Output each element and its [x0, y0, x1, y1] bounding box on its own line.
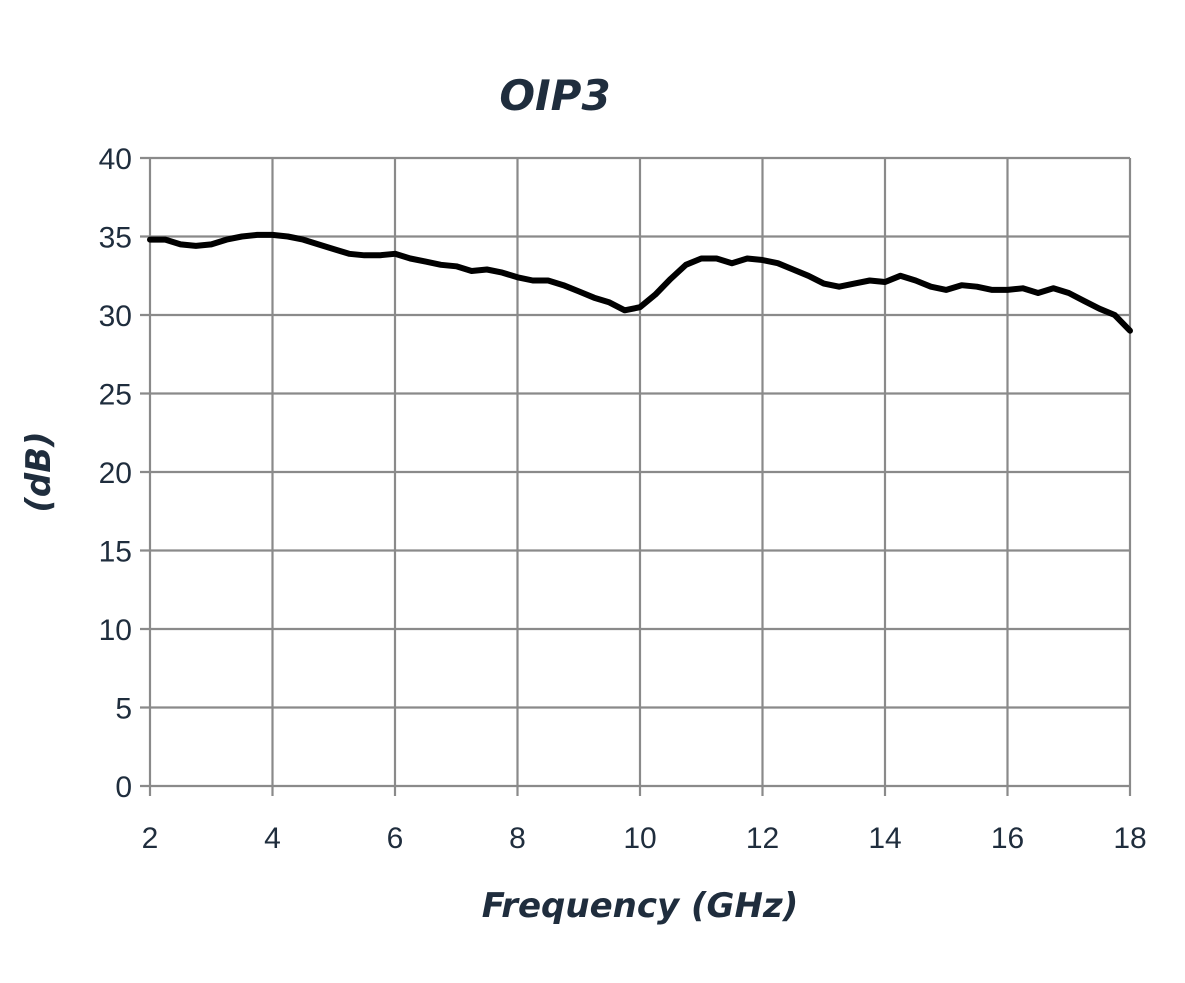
- y-axis-label: (dB): [19, 431, 59, 512]
- series-line: [147, 231, 1133, 334]
- x-tick-label: 8: [509, 822, 526, 855]
- x-tick-label: 18: [1113, 822, 1146, 855]
- x-tick-label: 12: [746, 822, 779, 855]
- x-tick-label: 4: [264, 822, 281, 855]
- chart-title: OIP3: [499, 71, 610, 120]
- y-tick-label: 0: [115, 771, 132, 804]
- tick-labels: 0 5 10 15 20 25 30 35 40 2 4 6 8 10 12 14 16 18: [99, 143, 1147, 855]
- y-tick-label: 30: [99, 300, 132, 333]
- y-tick-label: 10: [99, 614, 132, 647]
- x-axis-label: Frequency (GHz): [482, 886, 799, 926]
- y-tick-label: 25: [99, 379, 132, 412]
- x-tick-label: 6: [387, 822, 404, 855]
- x-tick-label: 14: [868, 822, 901, 855]
- y-tick-label: 5: [115, 693, 132, 726]
- x-tick-label: 16: [991, 822, 1024, 855]
- y-tick-label: 35: [99, 222, 132, 255]
- series-layer: [147, 231, 1133, 334]
- x-tick-label: 2: [142, 822, 159, 855]
- x-tick-label: 10: [623, 822, 656, 855]
- y-tick-label: 15: [99, 536, 132, 569]
- grid: [140, 156, 1132, 796]
- y-tick-label: 20: [99, 457, 132, 490]
- y-tick-label: 40: [99, 143, 132, 176]
